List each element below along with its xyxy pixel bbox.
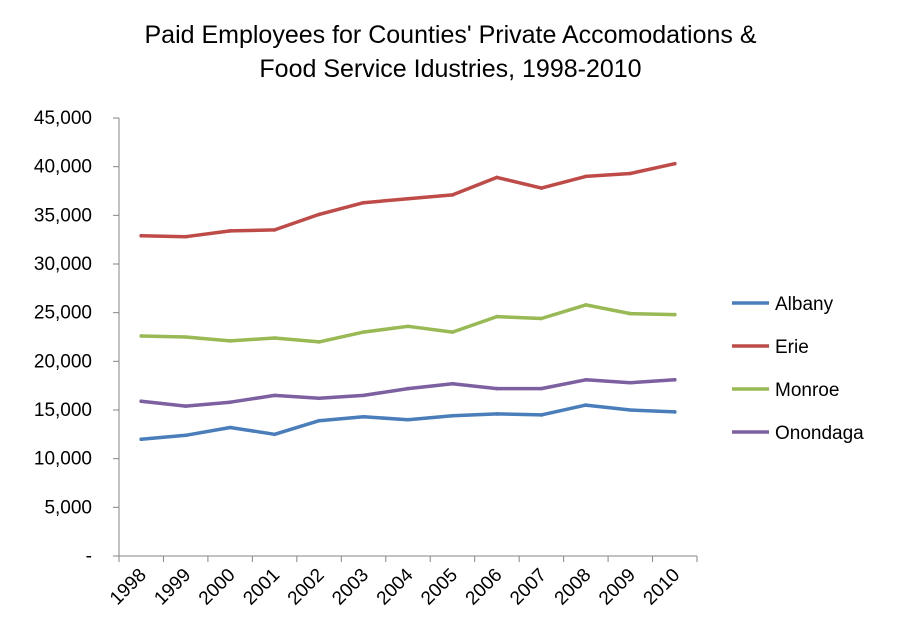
data-point-erie-1998: [139, 234, 143, 238]
x-tick-label: 2000: [195, 565, 240, 610]
data-point-albany-2006: [495, 412, 499, 416]
data-point-onondaga-2004: [406, 386, 410, 391]
data-point-onondaga-2001: [272, 393, 277, 398]
x-tick-label: 2004: [373, 564, 418, 609]
data-point-erie-2010: [673, 161, 677, 166]
data-point-monroe-2000: [228, 339, 232, 343]
data-point-onondaga-2003: [361, 393, 366, 398]
data-point-onondaga-2006: [495, 386, 499, 391]
data-point-albany-2003: [361, 415, 366, 419]
data-point-albany-2007: [539, 413, 544, 417]
x-tick-label: 2009: [595, 565, 640, 610]
data-point-monroe-2004: [406, 324, 410, 329]
data-point-onondaga-1999: [183, 404, 188, 408]
data-point-albany-2008: [584, 403, 588, 407]
series-line-monroe: [139, 303, 677, 344]
data-point-erie-2000: [228, 229, 232, 233]
legend-label-onondaga: Onondaga: [775, 423, 864, 444]
chart-title-line-1: Paid Employees for Counties' Private Acc…: [144, 21, 757, 49]
data-point-monroe-2008: [584, 303, 588, 307]
chart-title: Paid Employees for Counties' Private Acc…: [0, 18, 901, 86]
x-tick-label: 2001: [239, 565, 284, 610]
data-point-erie-2006: [495, 175, 499, 180]
data-point-onondaga-2008: [584, 378, 588, 382]
data-point-onondaga-2010: [673, 378, 677, 382]
y-tick-label: 15,000: [34, 400, 92, 421]
y-tick-label: 30,000: [34, 254, 92, 275]
x-tick-label: 2007: [506, 565, 551, 610]
data-point-erie-2002: [317, 212, 321, 217]
data-point-monroe-2010: [673, 312, 677, 317]
data-point-onondaga-2002: [317, 396, 321, 401]
data-point-onondaga-2009: [628, 380, 633, 385]
data-point-monroe-2001: [272, 336, 277, 340]
x-tick-label: 2006: [462, 565, 507, 610]
data-point-albany-2005: [450, 414, 455, 418]
data-point-onondaga-1998: [139, 399, 143, 404]
data-point-monroe-2002: [317, 340, 321, 344]
data-point-erie-2003: [361, 200, 366, 205]
data-point-erie-2005: [450, 193, 455, 197]
x-axis-ticks: 1998 1999 2000 2001 2002 2003 2004 2005 2006 2007…: [106, 556, 698, 610]
x-tick-label: 2003: [328, 565, 373, 610]
data-point-erie-2001: [272, 228, 277, 232]
data-point-albany-2010: [673, 410, 677, 414]
x-tick-label: 2008: [551, 565, 596, 610]
chart-axes: [118, 118, 697, 557]
data-point-albany-2002: [317, 418, 321, 423]
data-point-erie-2007: [539, 186, 544, 190]
data-point-onondaga-2007: [539, 386, 544, 391]
x-tick-label: 1998: [106, 565, 151, 610]
y-tick-label: 5,000: [44, 497, 92, 518]
y-tick-label: 10,000: [34, 449, 92, 470]
data-point-albany-2001: [272, 432, 277, 437]
data-point-albany-2004: [406, 417, 410, 422]
x-tick-label: 2010: [640, 565, 685, 610]
y-tick-label: 20,000: [34, 351, 92, 372]
x-tick-label: 2002: [284, 565, 329, 610]
data-point-erie-1999: [183, 234, 188, 239]
y-tick-label: 35,000: [34, 205, 92, 226]
data-point-erie-2009: [628, 171, 633, 176]
data-point-albany-2000: [228, 425, 232, 430]
series-line-albany: [139, 403, 677, 441]
y-tick-label: 25,000: [34, 303, 92, 324]
data-point-albany-1999: [183, 433, 188, 438]
data-point-erie-2008: [584, 174, 588, 179]
data-point-onondaga-2005: [450, 381, 455, 386]
y-tick-label: 45,000: [34, 108, 92, 129]
legend-label-albany: Albany: [775, 294, 834, 315]
data-point-monroe-2007: [539, 316, 544, 321]
data-point-monroe-1998: [139, 334, 143, 338]
data-point-monroe-2006: [495, 314, 499, 319]
legend-label-monroe: Monroe: [775, 380, 839, 401]
data-point-albany-2009: [628, 408, 633, 412]
chart-legend: Albany Erie Monroe Onondaga: [732, 294, 864, 444]
y-tick-label: 40,000: [34, 157, 92, 178]
data-point-monroe-2005: [450, 330, 455, 334]
chart-title-line-2: Food Service Idustries, 1998-2010: [259, 55, 642, 83]
y-tick-label: -: [86, 546, 92, 567]
x-tick-label: 1999: [150, 565, 195, 610]
legend-label-erie: Erie: [775, 337, 809, 358]
data-point-monroe-2003: [361, 330, 366, 334]
data-point-monroe-1999: [183, 335, 188, 339]
series-line-onondaga: [139, 378, 677, 408]
chart-series: [139, 161, 677, 442]
data-point-albany-1998: [139, 437, 143, 442]
data-point-onondaga-2000: [228, 400, 232, 405]
y-axis-ticks: - 5,000 10,000 15,000 20,000 25,000 30,000 35,0…: [34, 108, 119, 567]
data-point-erie-2004: [406, 197, 410, 201]
x-tick-label: 2005: [417, 565, 462, 610]
data-point-monroe-2009: [628, 311, 633, 316]
